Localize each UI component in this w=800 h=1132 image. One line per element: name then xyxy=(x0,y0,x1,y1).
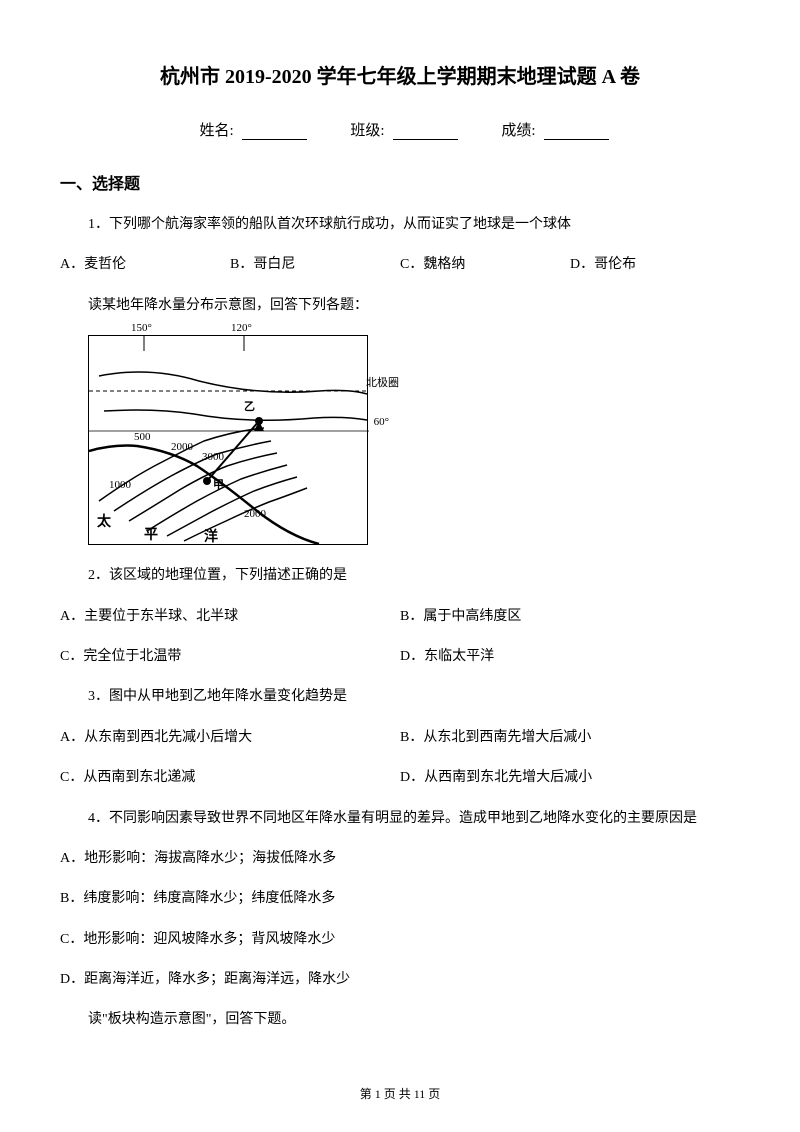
map-tai: 太 xyxy=(97,511,111,531)
name-label: 姓名: xyxy=(199,119,233,140)
map-lat60: 60° xyxy=(374,416,389,428)
q3-row2: C．从西南到东北递减 D．从西南到东北先增大后减小 xyxy=(60,767,740,789)
q2-opt-a: A．主要位于东半球、北半球 xyxy=(60,606,400,628)
q1-options: A．麦哲伦 B．哥白尼 C．魏格纳 D．哥伦布 xyxy=(60,254,740,276)
q3-opt-b: B．从东北到西南先增大后减小 xyxy=(400,727,740,749)
q2-row1: A．主要位于东半球、北半球 B．属于中高纬度区 xyxy=(60,606,740,628)
info-row: 姓名: 班级: 成绩: xyxy=(60,119,740,140)
map-yi: 乙 xyxy=(244,398,255,414)
map-ping: 平 xyxy=(144,524,158,544)
page-footer: 第 1 页 共 11 页 xyxy=(0,1085,800,1102)
q1-opt-d: D．哥伦布 xyxy=(570,254,740,276)
q1-opt-c: C．魏格纳 xyxy=(400,254,570,276)
name-blank xyxy=(242,126,307,140)
prompt-1: 读某地年降水量分布示意图，回答下列各题： xyxy=(60,295,740,317)
question-1: 1．下列哪个航海家率领的船队首次环球航行成功，从而证实了地球是一个球体 xyxy=(60,214,740,236)
q2-opt-c: C．完全位于北温带 xyxy=(60,646,400,668)
q3-opt-d: D．从西南到东北先增大后减小 xyxy=(400,767,740,789)
q3-opt-a: A．从东南到西北先减小后增大 xyxy=(60,727,400,749)
map-1000: 1000 xyxy=(109,479,131,491)
map-lon150: 150° xyxy=(131,322,152,334)
score-label: 成绩: xyxy=(501,119,535,140)
q3-row1: A．从东南到西北先减小后增大 B．从东北到西南先增大后减小 xyxy=(60,727,740,749)
section-title: 一、选择题 xyxy=(60,170,740,194)
q2-row2: C．完全位于北温带 D．东临太平洋 xyxy=(60,646,740,668)
map-500: 500 xyxy=(134,431,151,443)
q2-opt-b: B．属于中高纬度区 xyxy=(400,606,740,628)
q4-opt-a: A．地形影响：海拔高降水少；海拔低降水多 xyxy=(60,848,740,870)
prompt-2: 读"板块构造示意图"，回答下题。 xyxy=(60,1009,740,1031)
question-3: 3．图中从甲地到乙地年降水量变化趋势是 xyxy=(60,686,740,708)
q4-opt-b: B．纬度影响：纬度高降水少；纬度低降水多 xyxy=(60,888,740,910)
q1-opt-a: A．麦哲伦 xyxy=(60,254,230,276)
map-2000a: 2000 xyxy=(171,441,193,453)
class-blank xyxy=(393,126,458,140)
score-blank xyxy=(544,126,609,140)
map-lon120: 120° xyxy=(231,322,252,334)
map-2000b: 2000 xyxy=(244,508,266,520)
q4-options: A．地形影响：海拔高降水少；海拔低降水多 B．纬度影响：纬度高降水少；纬度低降水… xyxy=(60,848,740,992)
map-arctic: 北极圈 xyxy=(366,374,399,390)
question-4: 4．不同影响因素导致世界不同地区年降水量有明显的差异。造成甲地到乙地降水变化的主… xyxy=(60,808,740,830)
exam-title: 杭州市 2019-2020 学年七年级上学期期末地理试题 A 卷 xyxy=(60,60,740,89)
precipitation-map: 150° 120° 北极圈 60° 500 2000 3000 1000 200… xyxy=(88,335,368,545)
class-label: 班级: xyxy=(350,119,384,140)
map-yang: 洋 xyxy=(204,526,218,546)
q4-opt-d: D．距离海洋近，降水多；距离海洋远，降水少 xyxy=(60,969,740,991)
map-svg xyxy=(89,336,369,546)
map-3000: 3000 xyxy=(202,451,224,463)
q3-opt-c: C．从西南到东北递减 xyxy=(60,767,400,789)
question-2: 2．该区域的地理位置，下列描述正确的是 xyxy=(60,565,740,587)
q1-opt-b: B．哥白尼 xyxy=(230,254,400,276)
map-jia: 甲 xyxy=(213,476,224,492)
q4-opt-c: C．地形影响：迎风坡降水多；背风坡降水少 xyxy=(60,929,740,951)
q2-opt-d: D．东临太平洋 xyxy=(400,646,740,668)
